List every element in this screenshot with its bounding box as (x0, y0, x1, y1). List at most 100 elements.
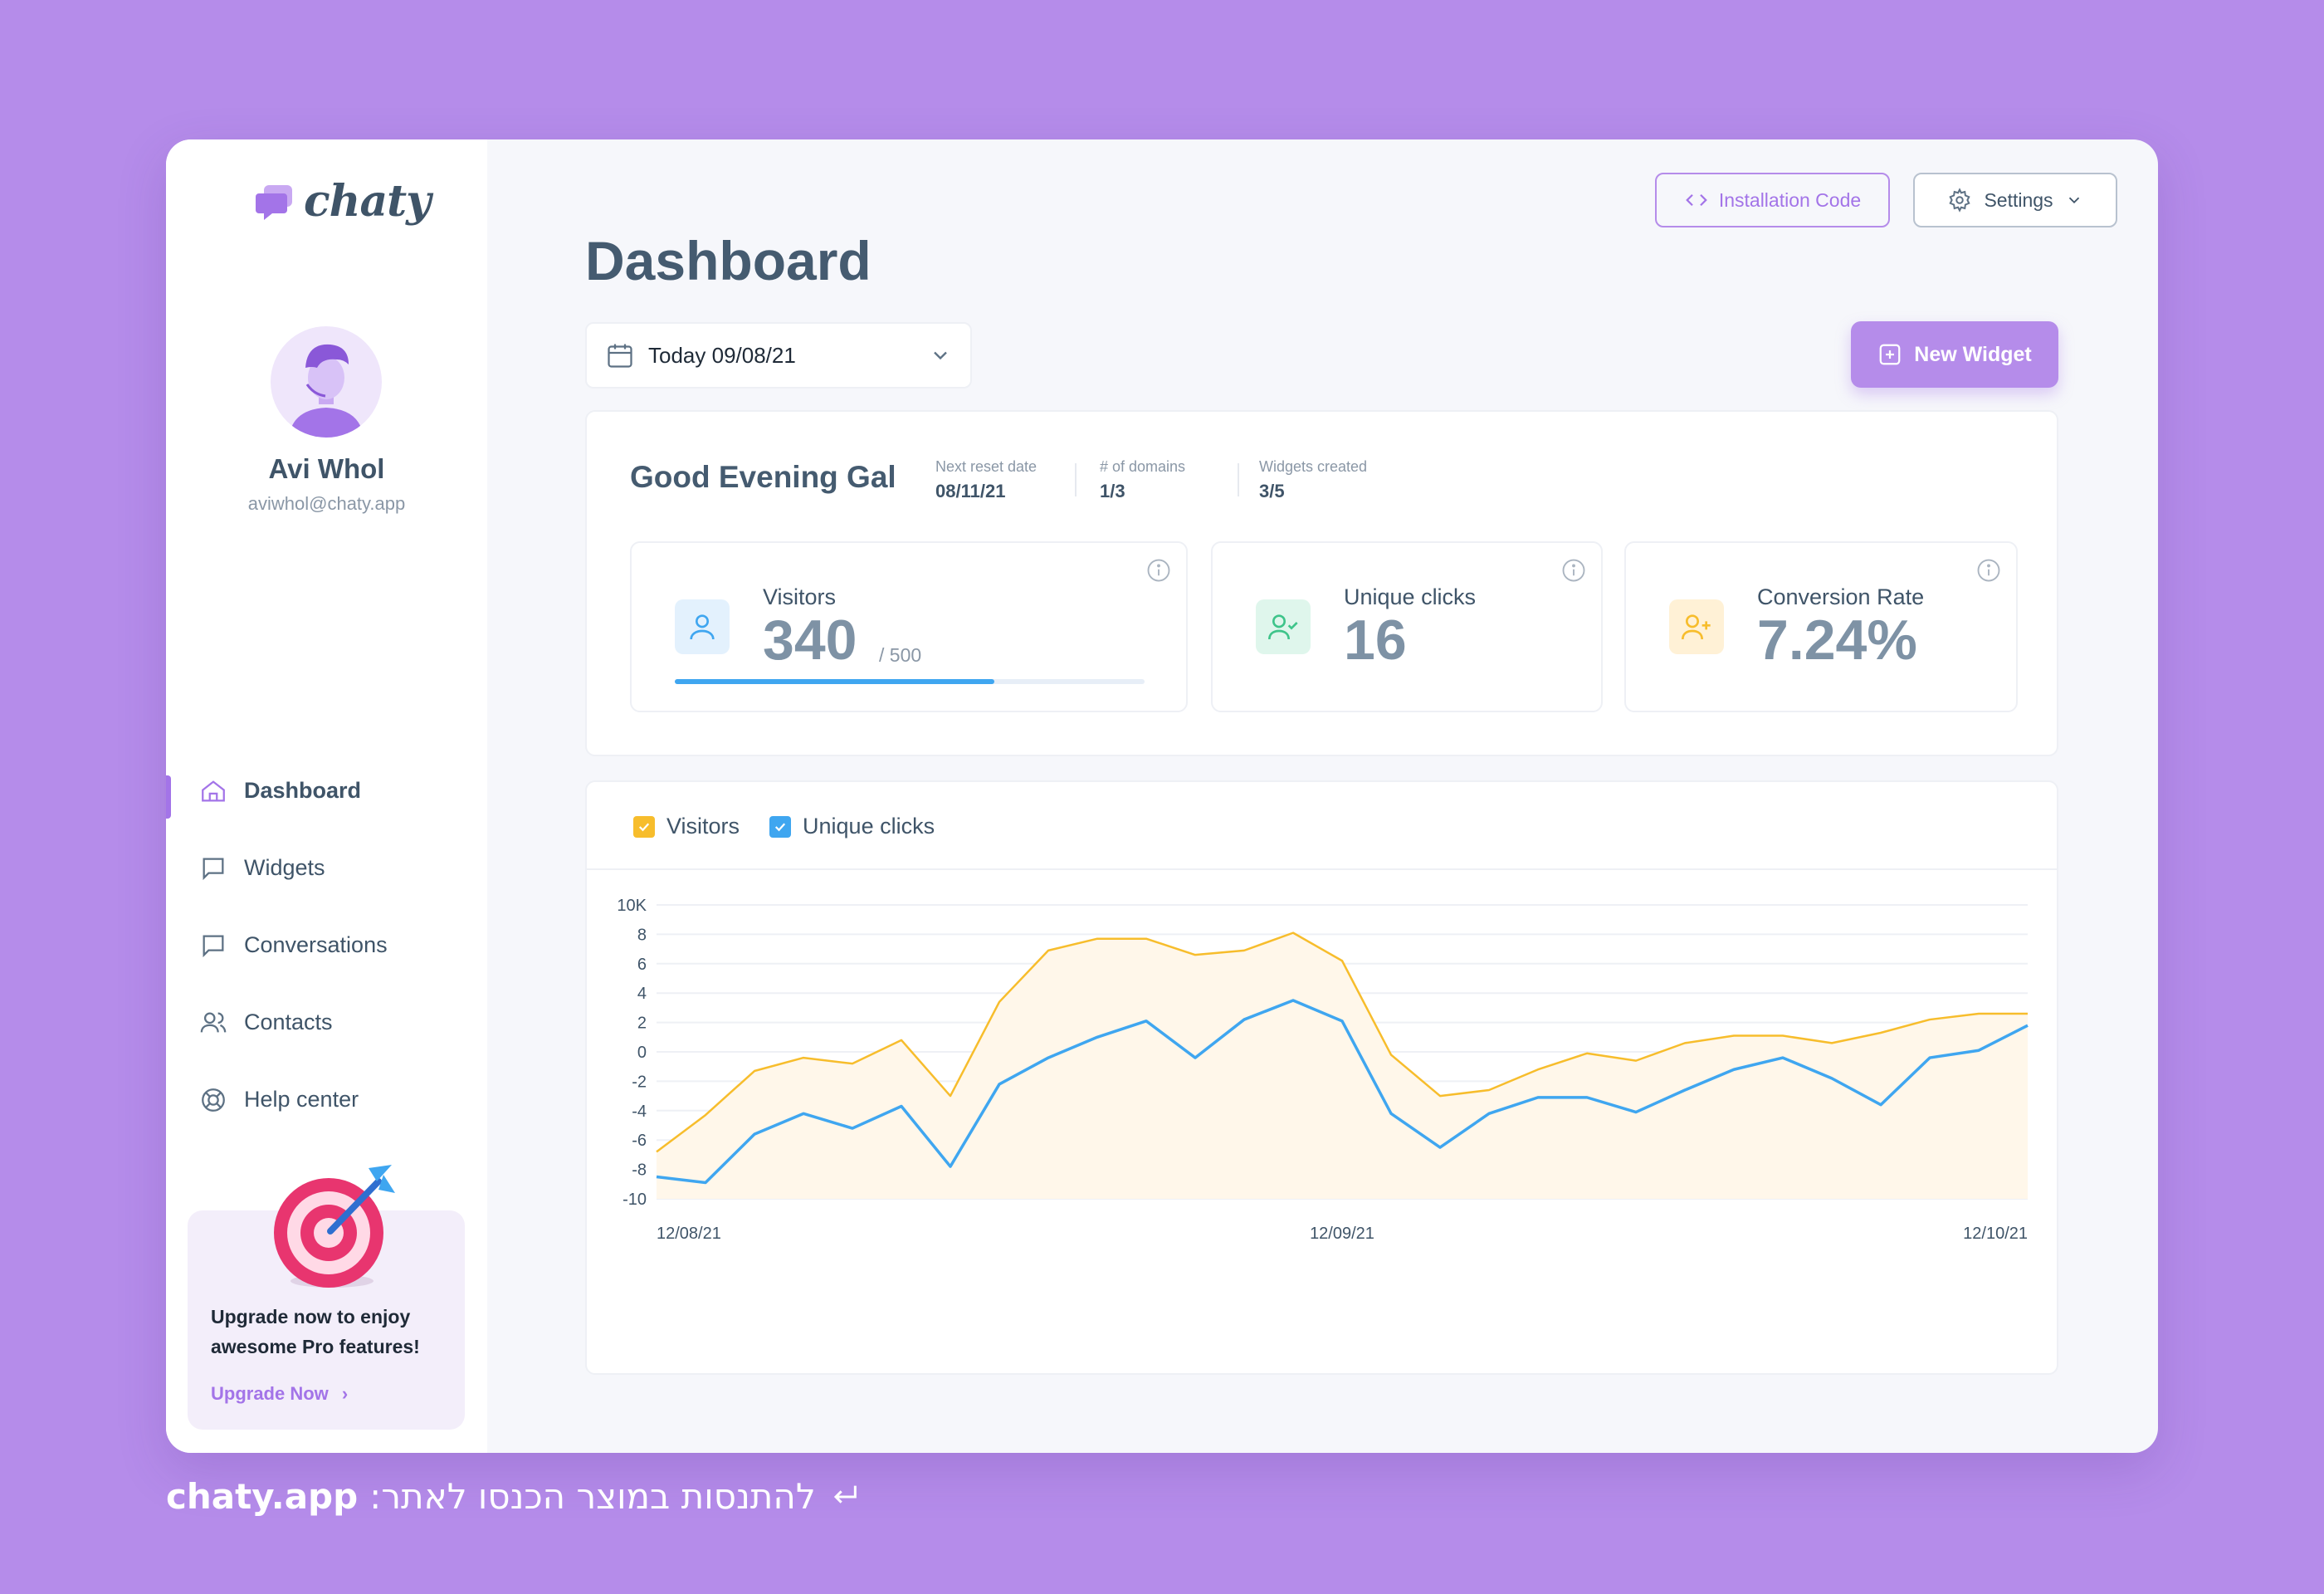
conversion-rate-label: Conversion Rate (1757, 584, 1925, 609)
visitors-progress-bar (675, 679, 1145, 684)
legend-unique-clicks-toggle[interactable]: Unique clicks (769, 814, 935, 839)
visitors-area-fill (657, 932, 2028, 1199)
message-square-icon (203, 935, 224, 957)
visitors-label: Visitors (763, 584, 837, 609)
app-window: chaty Avi Whol aviwhol@chaty.app Dashboa… (166, 139, 2158, 1453)
home-icon (202, 780, 225, 801)
chart-divider (587, 868, 2057, 870)
sidebar-item-label: Dashboard (244, 778, 362, 803)
meta-label: Next reset date (935, 458, 1038, 475)
x-tick-label: 12/09/21 (1310, 1225, 1374, 1243)
upgrade-link-label: Upgrade Now (211, 1383, 329, 1404)
y-tick-label: 8 (637, 926, 647, 944)
meta-label: # of domains (1100, 458, 1186, 475)
user-plus-icon (1669, 599, 1724, 654)
line-chart: 10K 8 6 4 2 0 -2 -4 -6 -8 -10 12/08/21 12/09/21 12/10… (617, 897, 2029, 1243)
sidebar-item-label: Conversations (244, 932, 388, 957)
chat-bubble-icon (256, 184, 292, 220)
info-icon[interactable] (1146, 558, 1171, 583)
meta-divider (1075, 463, 1077, 496)
chevron-right-icon: › (341, 1383, 349, 1404)
y-tick-label: 10K (617, 897, 647, 915)
visitors-limit: / 500 (879, 644, 922, 666)
user-check-icon (1256, 599, 1311, 654)
meta-next-reset: Next reset date 08/11/21 (935, 458, 1037, 502)
conversion-rate-value: 7.24% (1757, 609, 1917, 672)
footer-note: chaty.app להתנסות במוצר הכנסו לאתר: (166, 1476, 861, 1517)
sidebar-item-conversations[interactable]: Conversations (166, 907, 487, 984)
user-email: aviwhol@chaty.app (247, 493, 406, 514)
y-tick-label: -8 (632, 1161, 647, 1180)
legend-label: Visitors (666, 814, 740, 839)
new-widget-label: New Widget (1914, 342, 2032, 366)
brand-logo[interactable]: chaty (256, 176, 431, 227)
sidebar-nav: Dashboard Widgets Conversations Contacts… (166, 752, 487, 1138)
meta-label: Widgets created (1259, 458, 1368, 475)
message-square-icon (203, 858, 224, 880)
page-title: Dashboard (585, 230, 872, 291)
visitors-series-line (656, 931, 2028, 1153)
calendar-icon (608, 344, 632, 368)
chart-legend: Visitors Unique clicks (633, 814, 935, 839)
installation-code-label: Installation Code (1718, 188, 1862, 211)
gear-icon (1949, 188, 1971, 213)
upgrade-now-link[interactable]: Upgrade Now › (211, 1383, 348, 1405)
meta-widgets-created: Widgets created 3/5 (1259, 458, 1367, 502)
main-content: Installation Code Settings Dashboard Tod… (487, 139, 2158, 1453)
y-tick-label: -4 (632, 1103, 647, 1121)
legend-visitors-toggle[interactable]: Visitors (633, 814, 740, 839)
x-tick-label: 12/08/21 (657, 1225, 721, 1243)
stats-panel: Good Evening Gal Next reset date 08/11/2… (585, 410, 2058, 756)
meta-value: 1/3 (1100, 481, 1125, 501)
return-arrow-icon (833, 1485, 857, 1504)
unique-clicks-label: Unique clicks (1344, 584, 1477, 609)
sidebar-item-contacts[interactable]: Contacts (166, 984, 487, 1061)
date-filter-select[interactable]: Today 09/08/21 (585, 322, 972, 389)
sidebar-item-label: Widgets (244, 855, 325, 880)
y-tick-label: -10 (622, 1191, 647, 1209)
greeting: Good Evening Gal (630, 460, 896, 494)
sidebar: chaty Avi Whol aviwhol@chaty.app Dashboa… (166, 139, 487, 1453)
code-icon (1685, 193, 1707, 207)
visitors-progress-fill (675, 679, 994, 684)
settings-label: Settings (1984, 188, 2053, 211)
installation-code-button[interactable]: Installation Code (1655, 173, 1890, 227)
upgrade-title: Upgrade now to enjoy awesome Pro feature… (211, 1306, 420, 1357)
settings-dropdown[interactable]: Settings (1913, 173, 2117, 227)
sidebar-item-widgets[interactable]: Widgets (166, 829, 487, 907)
sidebar-item-label: Contacts (244, 1010, 333, 1034)
brand-name: chaty (304, 176, 431, 227)
user-icon (675, 599, 730, 654)
unique-clicks-card: Unique clicks 16 (1211, 541, 1603, 712)
unique-clicks-series-line (656, 999, 2029, 1185)
info-icon[interactable] (1561, 558, 1586, 583)
y-tick-label: 4 (637, 985, 647, 1003)
plus-square-icon (1879, 344, 1901, 365)
y-tick-label: 0 (637, 1044, 647, 1062)
sidebar-item-dashboard[interactable]: Dashboard (166, 752, 487, 829)
checkbox-checked-icon (633, 815, 655, 838)
info-icon[interactable] (1976, 558, 2001, 583)
checkbox-checked-icon (769, 815, 792, 838)
chart-panel: Visitors Unique clicks 10K 8 6 4 2 0 -2 -4 -6 -8 -… (585, 780, 2058, 1375)
y-tick-label: -6 (632, 1132, 647, 1150)
sidebar-item-label: Help center (244, 1087, 359, 1112)
avatar[interactable] (271, 326, 382, 438)
legend-label: Unique clicks (803, 814, 935, 839)
y-tick-label: 6 (637, 956, 647, 974)
footer-domain[interactable]: chaty.app (166, 1476, 359, 1517)
unique-clicks-value: 16 (1344, 609, 1407, 672)
footer-text: להתנסות במוצר הכנסו לאתר: (369, 1476, 816, 1517)
meta-value: 3/5 (1259, 481, 1285, 501)
sidebar-item-help-center[interactable]: Help center (166, 1061, 487, 1138)
y-tick-label: -2 (632, 1073, 647, 1091)
user-avatar-icon (289, 344, 364, 438)
chevron-down-icon (934, 351, 947, 360)
visitors-value: 340 (763, 609, 857, 672)
visitors-card: Visitors 340 / 500 (630, 541, 1188, 712)
conversion-rate-card: Conversion Rate 7.24% (1624, 541, 2018, 712)
new-widget-button[interactable]: New Widget (1851, 321, 2058, 388)
x-tick-label: 12/10/21 (1963, 1225, 2028, 1243)
y-tick-label: 2 (637, 1015, 647, 1033)
lifebuoy-icon (202, 1088, 225, 1112)
